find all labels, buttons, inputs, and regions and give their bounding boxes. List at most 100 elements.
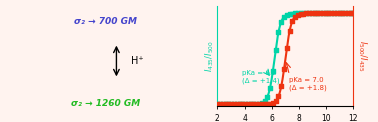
Point (334, 12, 340, 14)
Point (320, 12, 326, 14)
Point (248, 103, 254, 105)
Point (314, 12, 320, 14)
Point (289, 20, 295, 22)
Point (345, 12, 351, 14)
Point (306, 12, 312, 14)
Point (276, 31, 282, 33)
Point (334, 12, 340, 14)
Point (228, 103, 234, 105)
Point (248, 103, 254, 105)
Point (292, 12, 298, 14)
Point (217, 103, 223, 105)
Point (223, 103, 229, 105)
Point (297, 12, 304, 14)
Point (317, 12, 323, 14)
Point (242, 103, 248, 105)
Point (225, 103, 231, 105)
Y-axis label: $I_{435}/I_{500}$: $I_{435}/I_{500}$ (203, 40, 216, 72)
Point (259, 103, 265, 105)
Point (292, 16, 298, 18)
Point (214, 103, 220, 105)
Point (273, 100, 279, 102)
Point (267, 86, 273, 88)
Point (320, 12, 326, 14)
Point (348, 12, 354, 14)
Point (331, 12, 337, 14)
Point (264, 96, 270, 98)
Point (309, 12, 315, 14)
Point (287, 13, 293, 15)
Point (314, 12, 320, 14)
Point (311, 12, 318, 14)
Point (342, 12, 348, 14)
Point (287, 30, 293, 32)
Point (245, 103, 251, 105)
Point (234, 103, 240, 105)
Point (262, 100, 268, 102)
Point (323, 12, 329, 14)
Point (251, 103, 257, 105)
Point (301, 13, 307, 15)
Point (350, 12, 356, 14)
Point (325, 12, 332, 14)
Point (253, 103, 259, 105)
Point (342, 12, 348, 14)
Point (220, 103, 226, 105)
Point (253, 103, 259, 105)
Point (262, 103, 268, 105)
Point (231, 103, 237, 105)
Point (284, 47, 290, 49)
Y-axis label: $I_{500}/I_{435}$: $I_{500}/I_{435}$ (356, 40, 369, 72)
Point (242, 103, 248, 105)
Point (273, 49, 279, 51)
Point (301, 12, 307, 14)
Point (267, 103, 273, 105)
Point (311, 12, 318, 14)
Point (256, 103, 262, 105)
Point (323, 12, 329, 14)
Point (228, 103, 234, 105)
Point (239, 103, 245, 105)
Point (284, 14, 290, 16)
Point (325, 12, 332, 14)
Point (237, 103, 243, 105)
Point (336, 12, 342, 14)
Point (264, 103, 270, 105)
Point (214, 103, 220, 105)
Point (297, 13, 304, 15)
Point (309, 12, 315, 14)
Point (281, 68, 287, 70)
Point (220, 103, 226, 105)
Point (276, 95, 282, 97)
Point (270, 102, 276, 104)
Point (331, 12, 337, 14)
Point (295, 12, 301, 14)
Point (278, 86, 284, 87)
Point (278, 21, 284, 23)
Text: H⁺: H⁺ (131, 56, 144, 66)
Text: pKa = 6.2
(Δ = +1.4): pKa = 6.2 (Δ = +1.4) (242, 70, 279, 84)
Point (270, 70, 276, 72)
Point (217, 103, 223, 105)
Point (328, 12, 334, 14)
Text: pKa = 7.0
(Δ = +1.8): pKa = 7.0 (Δ = +1.8) (290, 77, 327, 91)
Text: σ₂ → 1260 GM: σ₂ → 1260 GM (71, 99, 141, 108)
Point (289, 13, 295, 15)
Point (251, 103, 257, 105)
Point (259, 102, 265, 104)
Point (303, 12, 309, 14)
Point (256, 103, 262, 105)
Point (303, 12, 309, 14)
Point (339, 12, 345, 14)
Point (295, 14, 301, 16)
Point (339, 12, 345, 14)
Point (328, 12, 334, 14)
Text: σ₂ → 700 GM: σ₂ → 700 GM (74, 17, 137, 26)
Point (348, 12, 354, 14)
Point (225, 103, 231, 105)
Point (231, 103, 237, 105)
Point (234, 103, 240, 105)
Point (345, 12, 351, 14)
Point (306, 12, 312, 14)
Point (237, 103, 243, 105)
